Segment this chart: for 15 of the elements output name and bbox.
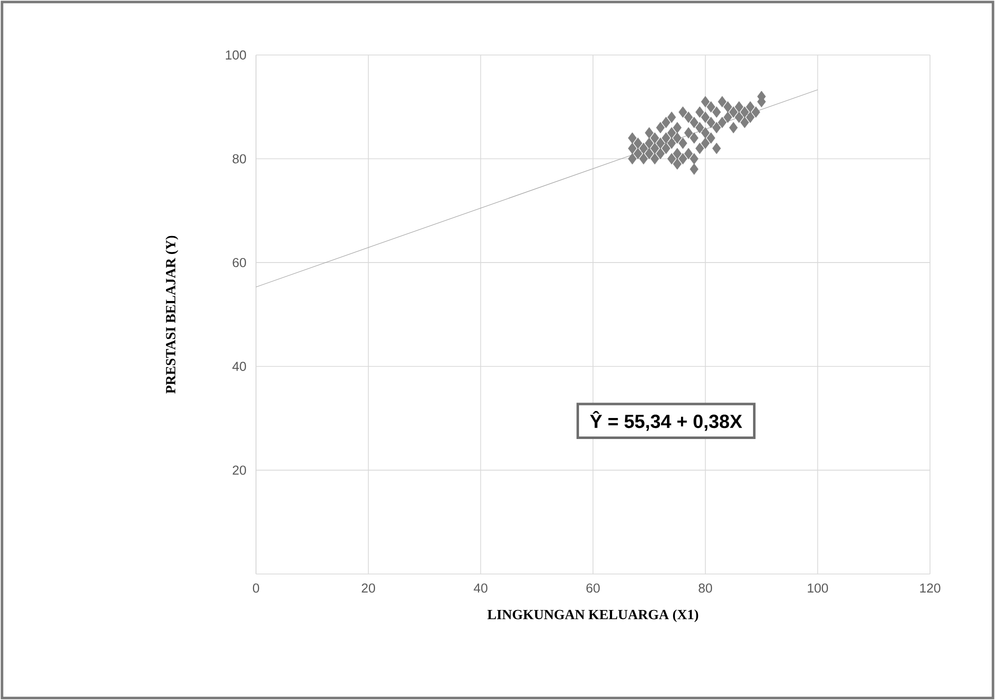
x-tick-label: 100 [808, 583, 828, 593]
x-tick-label: 20 [362, 583, 376, 593]
y-tick-label: 40 [232, 362, 246, 371]
y-tick-label: 60 [232, 258, 246, 268]
y-tick-label: 80 [232, 154, 246, 164]
x-tick-label: 80 [698, 583, 712, 593]
y-tick-label: 20 [232, 466, 246, 475]
x-tick-label: 60 [586, 583, 600, 593]
y-axis-title: PRESTASI BELAJAR (Y) [166, 236, 178, 394]
x-tick-label: 0 [252, 583, 260, 593]
annotation: Ŷ = 55,34 + 0,38X [590, 410, 742, 431]
x-axis-title: LINGKUNGAN KELUARGA (X1) [487, 609, 698, 622]
x-tick-label: 120 [920, 583, 940, 593]
y-tick-label: 100 [226, 50, 246, 60]
x-tick-label: 40 [474, 583, 488, 593]
